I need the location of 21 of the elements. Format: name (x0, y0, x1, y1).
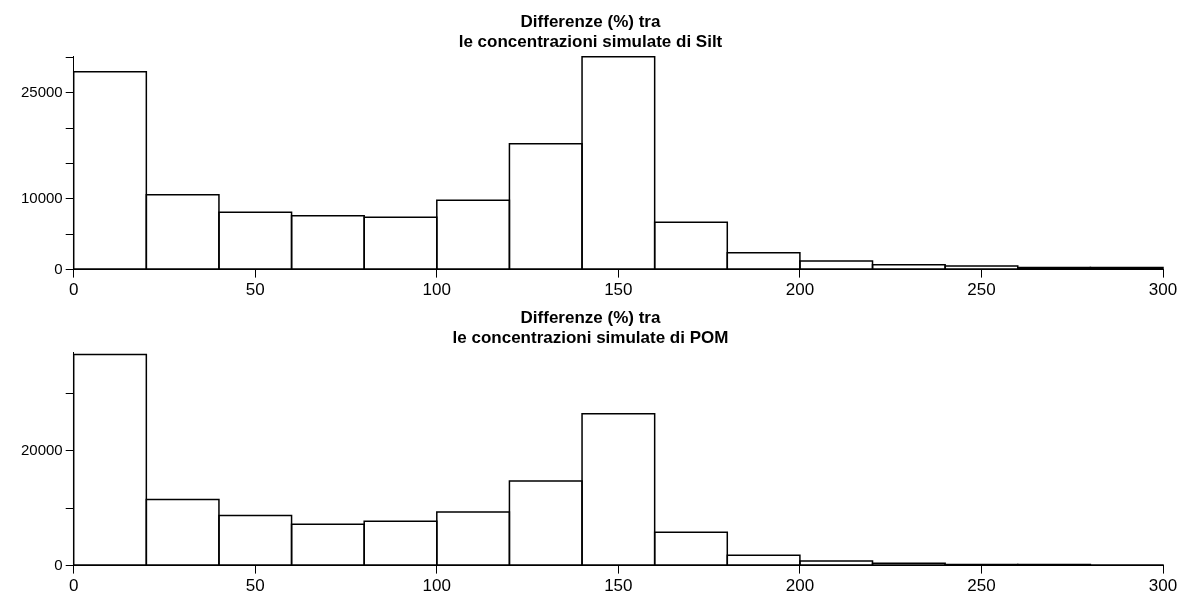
x-tick-label: 100 (422, 576, 451, 596)
y-tick-label: 25000 (20, 83, 63, 100)
y-tick-label: 0 (54, 259, 63, 277)
y-tick-label: 20000 (20, 440, 63, 458)
chart-title: Differenze (%) tra le concentrazioni simulate di POM (452, 307, 729, 348)
x-tick-label: 200 (785, 576, 815, 596)
x-tick-label: 250 (967, 280, 996, 300)
x-tick-label: 0 (68, 280, 79, 300)
x-tick-label: 300 (1148, 280, 1178, 300)
x-tick-label: 50 (245, 280, 265, 300)
chart-title: Differenze (%) tra le concentrazioni simulate di Silt (458, 11, 723, 52)
x-tick-label: 150 (604, 280, 633, 300)
x-tick-label: 200 (785, 280, 815, 300)
x-tick-label: 50 (245, 576, 265, 596)
x-tick-label: 250 (967, 576, 996, 596)
x-tick-label: 100 (422, 280, 451, 300)
y-tick-label: 10000 (20, 189, 63, 207)
x-tick-label: 300 (1148, 576, 1178, 596)
x-tick-label: 0 (68, 576, 79, 596)
x-tick-label: 150 (604, 576, 633, 596)
y-tick-label: 0 (54, 555, 63, 573)
